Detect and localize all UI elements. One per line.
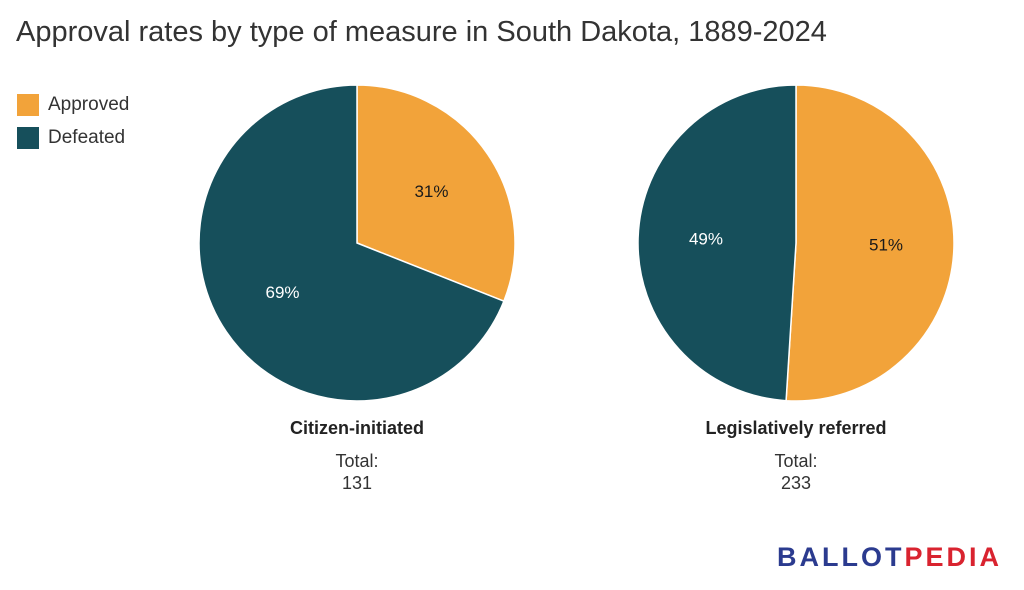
chart-name-legislatively-referred: Legislatively referred [705,418,887,438]
pie-slice-legislatively-referred-approved [785,84,955,402]
logo-part-ballot: BALLOT [776,542,905,572]
logo-part-pedia: PEDIA [904,542,1002,572]
pie-slice-citizen-initiated-defeated [198,84,505,402]
legend-item-defeated: Defeated [17,126,129,150]
slice-label-citizen-initiated-approved: 31% [414,182,448,201]
pie-slice-citizen-initiated-approved [356,84,516,303]
total-label-citizen-initiated: Total: [335,451,379,471]
legend-item-approved: Approved [17,93,129,117]
pie-slice-legislatively-referred-defeated [637,84,797,402]
legend-swatch-defeated [17,127,39,149]
legend-label-approved: Approved [48,94,130,115]
legend-label-defeated: Defeated [48,127,126,148]
total-label-legislatively-referred: Total: [774,451,818,471]
slice-label-legislatively-referred-approved: 51% [869,235,903,254]
slice-label-citizen-initiated-defeated: 69% [265,283,299,302]
slice-label-legislatively-referred-defeated: 49% [689,230,723,249]
legend-swatch-approved [17,94,39,116]
chart-title: Approval rates by type of measure in Sou… [16,16,827,48]
ballotpedia-logo: BALLOTPEDIA [777,542,1002,573]
legend: Approved Defeated [17,93,129,159]
total-value-legislatively-referred: 233 [780,473,812,493]
total-value-citizen-initiated: 131 [341,473,373,493]
chart-name-citizen-initiated: Citizen-initiated [290,418,424,438]
